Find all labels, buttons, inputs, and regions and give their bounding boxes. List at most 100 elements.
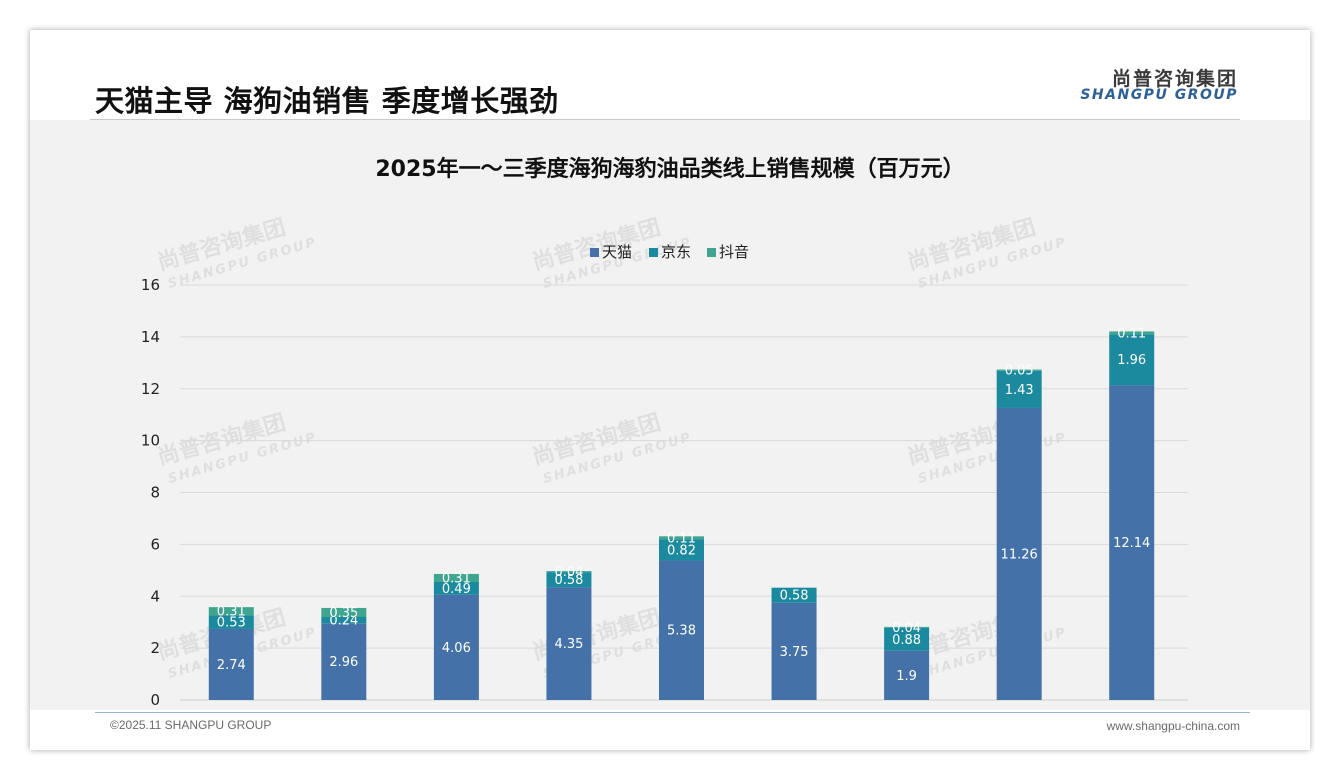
title-divider: [90, 119, 1240, 120]
bar-segment: [321, 617, 367, 624]
y-axis: 0 2 4 6 8 10 12 14 16: [141, 276, 160, 709]
y-tick-label: 4: [150, 587, 160, 605]
y-tick-label: 10: [141, 432, 160, 450]
bar-segment: [433, 573, 479, 582]
data-label: 1.96: [1117, 353, 1146, 368]
data-label: 11.26: [1001, 547, 1038, 562]
y-tick-label: 12: [141, 380, 160, 398]
bar-group: 3.75 0.58: [771, 587, 817, 700]
bar-segment: [546, 571, 592, 573]
data-label: 0.49: [442, 582, 471, 597]
data-label: 0.31: [442, 571, 471, 586]
data-label: 0.04: [892, 621, 921, 636]
legend-swatch: [590, 248, 599, 257]
data-label: 0.11: [1117, 326, 1146, 341]
footer-website[interactable]: www.shangpu-china.com: [1106, 719, 1240, 733]
logo-english: SHANGPU GROUP: [1080, 87, 1238, 103]
bar-segment: [1109, 334, 1155, 386]
bar-group: 5.38 0.820.11: [659, 531, 704, 700]
data-label: 12.14: [1113, 536, 1150, 551]
legend-swatch: [707, 248, 716, 257]
data-label: 3.75: [780, 645, 809, 660]
chart-legend: 天猫 京东 抖音: [590, 243, 749, 261]
data-label: 0.58: [780, 589, 809, 604]
legend-swatch: [649, 248, 658, 257]
bar-segment: [321, 607, 367, 617]
bar-segment: [659, 536, 704, 540]
data-label: 5.38: [667, 624, 696, 639]
data-label: 0.11: [667, 531, 696, 546]
data-label: 1.9: [896, 669, 917, 684]
y-tick-label: 0: [150, 691, 160, 709]
bar-group: 4.06 0.490.31: [433, 571, 479, 700]
bar-segment: [659, 539, 704, 561]
bar-segment: [884, 627, 930, 651]
bar-group: 12.14 1.96 0.11: [1109, 326, 1155, 700]
data-label: 2.74: [217, 658, 246, 673]
data-label: 0.24: [329, 614, 358, 629]
page-title: 天猫主导 海狗油销售 季度增长强劲: [95, 84, 559, 118]
y-tick-label: 2: [150, 639, 160, 657]
bar-group: 4.35 0.580.04: [546, 565, 592, 700]
bar-segment: [996, 369, 1042, 371]
data-label: 1.43: [1005, 383, 1034, 398]
data-label: 4.35: [554, 637, 583, 652]
slide: 天猫主导 海狗油销售 季度增长强劲 尚普咨询集团 SHANGPU GROUP 尚…: [30, 30, 1310, 750]
chart-panel: 尚普咨询集团 SHANGPU GROUP 尚普咨询集团 SHANGPU GROUP 尚普…: [30, 120, 1310, 710]
bar-segment: [208, 615, 254, 629]
y-tick-label: 6: [150, 535, 160, 553]
legend-item: 天猫: [590, 243, 632, 261]
data-label: 0.05: [1005, 364, 1034, 379]
data-label: 0.04: [554, 565, 583, 580]
legend-item: 抖音: [707, 243, 749, 261]
legend-item: 京东: [649, 243, 691, 261]
bar-segment: [546, 587, 592, 700]
bar-segment: [771, 602, 817, 700]
y-tick-label: 8: [150, 484, 160, 502]
y-tick-label: 16: [141, 276, 160, 294]
bar-group: 2.96 0.240.35: [321, 606, 367, 700]
bar-segment: [1109, 331, 1155, 335]
bar-segment: [433, 581, 479, 595]
bar-segment: [771, 587, 817, 603]
data-label: 0.35: [329, 606, 358, 621]
logo-chinese: 尚普咨询集团: [1111, 68, 1238, 90]
data-label: 0.58: [554, 573, 583, 588]
bar-segment: [208, 628, 254, 700]
bar-segment: [1109, 385, 1155, 700]
y-tick-label: 14: [141, 328, 160, 346]
bar-segment: [884, 650, 930, 700]
bar-segment: [659, 560, 704, 700]
data-label: 2.96: [329, 655, 358, 670]
bar-segment: [546, 572, 592, 588]
footer-copyright: ©2025.11 SHANGPU GROUP: [110, 718, 272, 732]
legend-label: 抖音: [719, 243, 749, 261]
bar-segment: [884, 626, 930, 628]
bar-segment: [208, 607, 254, 616]
bar-group: 11.26 1.43 0.05: [996, 364, 1042, 700]
footer-divider: [95, 712, 1250, 713]
bar-segment: [996, 370, 1042, 408]
bar-segment: [433, 594, 479, 700]
bar-group: 2.74 0.530.31: [208, 605, 254, 700]
bar-segment: [321, 623, 367, 700]
data-label: 4.06: [442, 641, 471, 656]
bar-segment: [996, 407, 1042, 700]
data-label: 0.31: [217, 605, 246, 620]
bar-group: 1.9 0.880.04: [884, 621, 930, 700]
data-label: 0.53: [217, 616, 246, 631]
data-label: 0.88: [892, 633, 921, 648]
chart-title: 2025年一～三季度海狗海豹油品类线上销售规模（百万元）: [375, 156, 964, 182]
bar-series: 2.740.530.312.960.240.354.060.490.314.35…: [208, 326, 1155, 700]
legend-label: 天猫: [602, 243, 632, 261]
data-label: 0.82: [667, 543, 696, 558]
legend-label: 京东: [661, 243, 691, 261]
